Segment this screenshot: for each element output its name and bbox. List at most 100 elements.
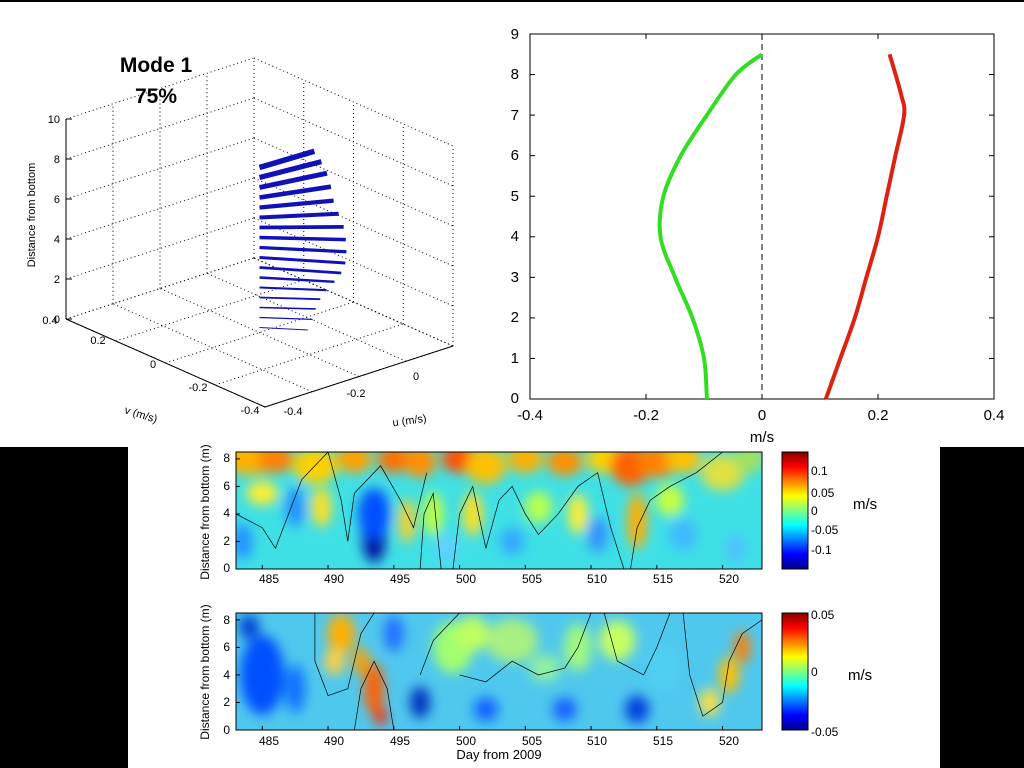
field-patch <box>374 706 387 727</box>
field-patch <box>625 695 650 724</box>
cold-patch <box>236 523 253 560</box>
mode-vector <box>259 211 339 220</box>
field-patch <box>240 634 285 715</box>
warm-column <box>311 487 332 528</box>
green-profile-line <box>657 52 764 400</box>
grid-line <box>65 97 255 160</box>
mode-vector <box>259 184 332 200</box>
v-tick-0: 0 <box>150 359 156 371</box>
contourA-ytick-2: 2 <box>223 534 230 548</box>
field-patch <box>456 615 489 652</box>
cold-patch <box>500 527 525 556</box>
grid-line <box>112 303 313 393</box>
cbA-tick-0.1: 0.1 <box>811 464 828 478</box>
grid-line <box>215 323 404 386</box>
cold-patch <box>587 516 608 553</box>
warm-column <box>524 491 553 524</box>
cbA-tick-0: 0 <box>811 504 818 518</box>
profile-xtick-neg0.2: -0.2 <box>633 407 659 424</box>
warm-patch <box>257 452 294 473</box>
red-profile-line <box>823 53 907 400</box>
grid-line <box>253 57 454 147</box>
zero-contour <box>354 660 395 730</box>
mode-vector <box>258 170 328 190</box>
profile-ytick-4: 4 <box>511 228 519 245</box>
contourA-colorbar <box>781 451 809 570</box>
mode-vector <box>259 224 344 230</box>
contourA-xtick-510: 510 <box>587 572 607 586</box>
cold-patch <box>434 534 459 563</box>
mode-vectors <box>258 148 347 331</box>
z-tick-label: 0 <box>54 314 60 326</box>
field-patch <box>324 647 345 676</box>
profile-ytick-6: 6 <box>511 147 519 164</box>
cbB-tick-0.05: 0.05 <box>811 608 835 622</box>
z-tick-labels: 0 2 4 6 8 10 <box>48 114 60 326</box>
field-patch <box>552 697 577 722</box>
mode-vector <box>259 235 346 242</box>
v-axis <box>65 318 266 408</box>
profile-ytick-5: 5 <box>511 188 519 205</box>
warm-column <box>627 492 648 549</box>
v-axis-label: v (m/s) <box>123 404 159 425</box>
contourA-xtick-500: 500 <box>456 572 476 586</box>
profile-xtick-0: 0 <box>758 407 766 424</box>
grid-line <box>65 257 255 320</box>
u-axis-label: u (m/s) <box>392 413 428 430</box>
contourA-xtick-505: 505 <box>522 572 542 586</box>
warm-patch <box>732 452 762 473</box>
z-tick-label: 10 <box>48 114 60 126</box>
contourB-xtick-520: 520 <box>719 734 739 748</box>
u-tick-0: 0 <box>413 371 419 383</box>
mode-vector <box>259 327 308 331</box>
field-patch <box>327 613 356 654</box>
warm-patch <box>336 452 373 473</box>
warm-column <box>567 493 588 534</box>
z-axis-label: Distance from bottom <box>26 163 38 268</box>
contourA-xtick-485: 485 <box>259 572 279 586</box>
profile-xlabel: m/s <box>750 429 774 446</box>
field-patch <box>285 664 306 713</box>
mode-title: Mode 1 <box>120 54 193 77</box>
warm-patch <box>700 454 745 491</box>
mode-percent: 75% <box>135 85 177 108</box>
contourB-field <box>239 613 751 727</box>
profile-plot: 0 1 2 3 4 5 6 7 8 9 -0.4 -0.2 0 0.2 0.4 … <box>511 26 1005 446</box>
warm-patch <box>465 452 506 484</box>
zero-contour <box>419 491 442 569</box>
z-tick-label: 2 <box>54 274 60 286</box>
z-tick-label: 4 <box>54 234 60 246</box>
contourB-colorbar <box>781 612 809 731</box>
zero-contour <box>452 472 625 569</box>
left-black-panel <box>0 447 128 768</box>
z-tick-label: 6 <box>54 194 60 206</box>
field-patch <box>599 620 636 661</box>
cbB-unit: m/s <box>848 667 872 684</box>
mode-vector <box>259 316 313 320</box>
contourA-xtick-520: 520 <box>719 572 739 586</box>
contourA-ylabel: Distance from bottom (m) <box>198 444 212 579</box>
warm-column <box>246 481 279 506</box>
profile-ytick-2: 2 <box>511 309 519 326</box>
u-contour-plot: Distance from bottom (m) 0 2 4 6 8 485 4… <box>198 444 877 586</box>
contourA-ytick-8: 8 <box>223 451 230 465</box>
mode-vector <box>259 266 342 275</box>
v-tick-neg0.2: -0.2 <box>189 382 208 394</box>
cold-patch <box>669 518 698 551</box>
cold-patch <box>725 534 746 563</box>
warm-patch <box>665 452 702 473</box>
field-patch <box>647 646 680 691</box>
contourB-zero-lines <box>314 613 762 730</box>
contourB-xtick-485: 485 <box>259 734 279 748</box>
profile-ytick-3: 3 <box>511 269 519 286</box>
contourB-xtick-500: 500 <box>456 734 476 748</box>
v-tick-neg0.4: -0.4 <box>241 405 260 417</box>
cbA-unit: m/s <box>853 496 877 513</box>
contourB-ytick-4: 4 <box>223 668 230 682</box>
contourA-axes-box <box>235 451 763 570</box>
warm-column <box>398 498 415 543</box>
warm-patch <box>507 452 544 473</box>
field-patch <box>699 688 720 717</box>
mode-vector <box>258 159 323 181</box>
